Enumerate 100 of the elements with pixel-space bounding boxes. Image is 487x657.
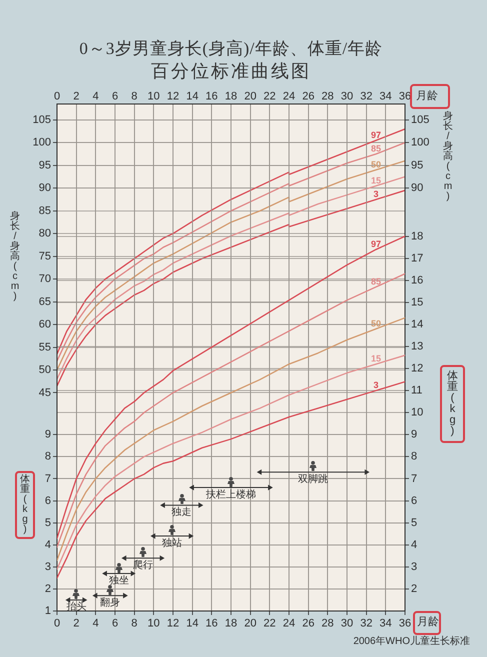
x-tick-label: 18 bbox=[224, 618, 238, 630]
x2-tick-label: 22 bbox=[264, 90, 276, 102]
y-tick-label: 85 bbox=[38, 204, 51, 217]
x2-tick-label: 18 bbox=[224, 90, 238, 102]
y-tick-label: 80 bbox=[38, 228, 51, 240]
text: 身长/身高(cm) bbox=[443, 111, 453, 202]
y2-tick-label: 95 bbox=[411, 159, 424, 172]
series-label: 双脚跳 bbox=[298, 472, 328, 485]
y-tick-label: 75 bbox=[38, 250, 51, 262]
series-label: 3 bbox=[373, 188, 379, 199]
x2-tick-label: 32 bbox=[360, 90, 372, 102]
y-tick-label: 50 bbox=[38, 364, 51, 376]
x-tick-label: 22 bbox=[264, 618, 276, 630]
x2-tick-label: 14 bbox=[186, 90, 198, 102]
x-axis-title: 月龄 bbox=[417, 616, 439, 628]
chart-title: 0～3岁男童身长(身高)/年龄、体重/年龄 bbox=[78, 38, 384, 60]
y2-tick-label: 8 bbox=[411, 450, 418, 463]
y2-tick-label: 15 bbox=[411, 296, 424, 308]
x2-tick-label: 20 bbox=[244, 90, 256, 102]
series-label: 15 bbox=[370, 175, 382, 186]
x-tick-label: 0 bbox=[54, 618, 60, 630]
y2-tick-label: 3 bbox=[411, 560, 418, 573]
x2-tick-label: 34 bbox=[380, 90, 392, 102]
y2-tick-label: 11 bbox=[411, 384, 422, 397]
y-axis-title: 体重(kg) bbox=[20, 474, 30, 535]
x-tick-label: 36 bbox=[398, 618, 412, 630]
y-tick-label: 100 bbox=[32, 136, 51, 149]
y-tick-label: 65 bbox=[38, 296, 51, 308]
x2-tick-label: 12 bbox=[166, 90, 180, 102]
y2-tick-label: 18 bbox=[411, 230, 424, 242]
y-tick-label: 70 bbox=[38, 273, 51, 286]
series-label: 97 bbox=[370, 238, 382, 249]
y2-axis-title: 体重(kg) bbox=[447, 370, 458, 437]
x-tick-label: 26 bbox=[302, 618, 314, 630]
y-tick-label: 60 bbox=[38, 318, 51, 331]
y-tick-label: 3 bbox=[44, 560, 51, 573]
y-tick-label: 45 bbox=[38, 386, 51, 399]
y2-tick-label: 6 bbox=[411, 494, 418, 507]
series-label: 扶栏上楼梯 bbox=[205, 488, 256, 500]
y-tick-label: 4 bbox=[44, 538, 51, 551]
x2-tick-label: 8 bbox=[131, 90, 138, 102]
x2-tick-label: 2 bbox=[73, 90, 80, 102]
x-tick-label: 4 bbox=[92, 618, 99, 630]
y-tick-label: 55 bbox=[38, 341, 51, 354]
x-tick-label: 16 bbox=[206, 618, 218, 630]
series-label: 抬头 bbox=[66, 600, 86, 613]
x-tick-label: 8 bbox=[131, 618, 138, 630]
y2-tick-label: 12 bbox=[411, 362, 424, 375]
x2-tick-label: 6 bbox=[112, 90, 118, 102]
x-tick-label: 14 bbox=[186, 618, 198, 630]
y-tick-label: 7 bbox=[44, 472, 51, 485]
y2-tick-label: 13 bbox=[411, 340, 424, 353]
x-tick-label: 20 bbox=[244, 618, 256, 630]
y-tick-label: 90 bbox=[38, 182, 51, 194]
x-tick-label: 10 bbox=[148, 618, 160, 630]
y-tick-label: 105 bbox=[32, 114, 51, 126]
x2-tick-label: 28 bbox=[322, 90, 334, 102]
y2-tick-label: 5 bbox=[411, 516, 418, 529]
x-tick-label: 6 bbox=[112, 618, 118, 630]
y2-tick-label: 9 bbox=[411, 428, 418, 441]
y2-tick-label: 90 bbox=[411, 182, 424, 194]
x2-tick-label: 30 bbox=[340, 90, 354, 102]
x2-tick-label: 24 bbox=[282, 90, 296, 102]
y2-tick-label: 105 bbox=[411, 114, 430, 126]
series-label: 15 bbox=[370, 354, 382, 364]
series-label: 爬行 bbox=[133, 558, 154, 571]
series-label: 97 bbox=[370, 130, 382, 140]
text: 身长/身高(cm) bbox=[10, 211, 20, 302]
y-tick-label: 9 bbox=[44, 428, 51, 441]
y2-tick-label: 7 bbox=[411, 472, 418, 485]
x-tick-label: 24 bbox=[282, 618, 296, 630]
y2-tick-label: 14 bbox=[411, 318, 424, 330]
series-label: 独坐 bbox=[108, 574, 129, 586]
x2-tick-label: 16 bbox=[206, 90, 218, 102]
series-label: 翻身 bbox=[100, 596, 120, 608]
series-label: 独站 bbox=[162, 536, 182, 549]
x-tick-label: 12 bbox=[166, 618, 180, 630]
text: 2006年WHO儿童生长标准 bbox=[353, 636, 470, 647]
x-tick-label: 34 bbox=[380, 618, 392, 630]
y2-tick-label: 16 bbox=[411, 274, 424, 286]
x2-tick-label: 10 bbox=[148, 90, 160, 102]
y-tick-label: 95 bbox=[38, 159, 51, 172]
x2-tick-label: 4 bbox=[92, 90, 99, 102]
x-tick-label: 28 bbox=[322, 618, 334, 630]
x2-tick-label: 0 bbox=[54, 90, 60, 102]
y-tick-label: 5 bbox=[44, 516, 51, 529]
y2-tick-label: 2 bbox=[411, 582, 418, 595]
x2-axis-title: 月龄 bbox=[416, 90, 438, 102]
series-label: 独走 bbox=[172, 506, 192, 518]
x-tick-label: 2 bbox=[73, 618, 80, 630]
y2-tick-label: 4 bbox=[411, 538, 418, 551]
y-tick-label: 2 bbox=[44, 582, 51, 595]
y2-tick-label: 100 bbox=[411, 136, 430, 149]
y-tick-label: 1 bbox=[44, 605, 51, 618]
x2-tick-label: 26 bbox=[302, 90, 314, 102]
y2-tick-label: 10 bbox=[411, 406, 424, 419]
series-label: 85 bbox=[370, 144, 382, 154]
series-label: 3 bbox=[373, 380, 379, 390]
y-tick-label: 8 bbox=[44, 450, 51, 463]
x-tick-label: 30 bbox=[340, 618, 354, 630]
